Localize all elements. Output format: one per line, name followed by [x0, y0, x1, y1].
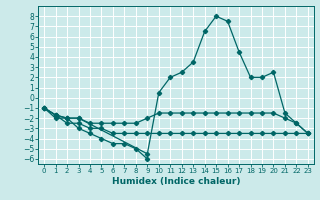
- X-axis label: Humidex (Indice chaleur): Humidex (Indice chaleur): [112, 177, 240, 186]
